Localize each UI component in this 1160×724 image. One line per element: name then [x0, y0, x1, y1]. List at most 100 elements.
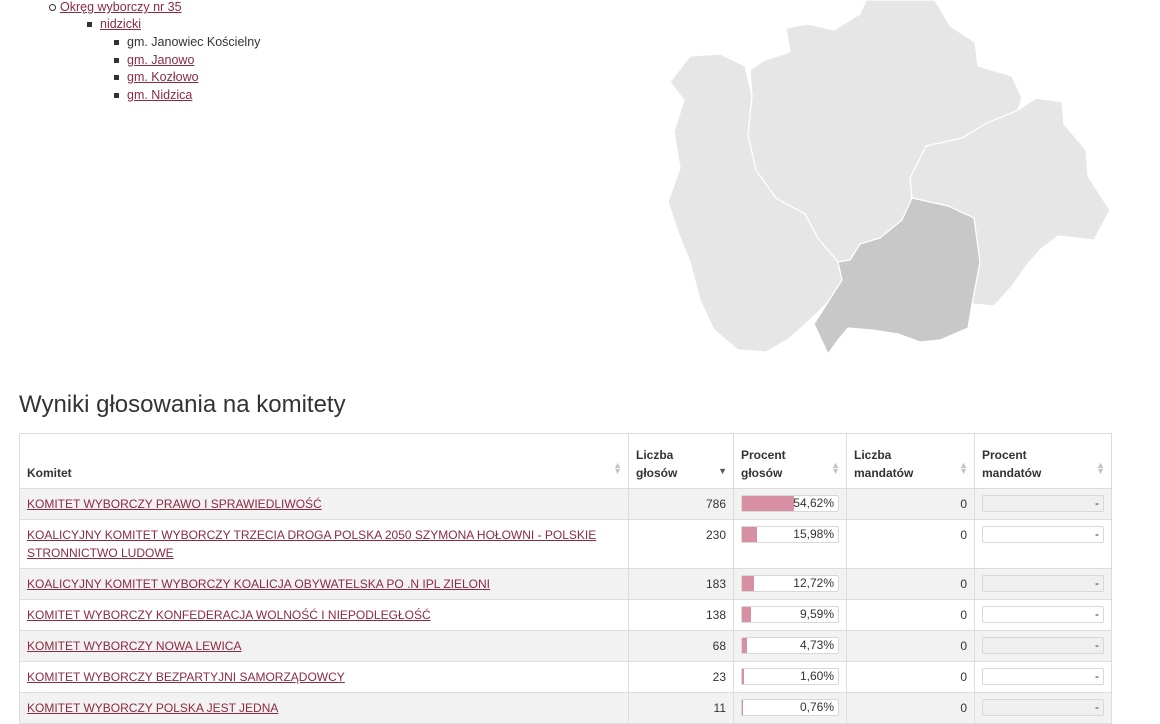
header-votes[interactable]: Liczba głosów ▼ — [628, 433, 734, 489]
cell-seats: 0 — [846, 568, 975, 600]
table-row: KOMITET WYBORCZY PRAWO I SPRAWIEDLIWOŚĆ 7… — [19, 488, 1112, 520]
vote-percent-bar: 54,62% — [741, 495, 839, 512]
vote-percent-fill — [742, 496, 795, 511]
vote-percent-fill — [742, 607, 752, 622]
commune-link-janowo[interactable]: gm. Janowo — [127, 53, 195, 67]
cell-seats: 0 — [846, 630, 975, 662]
sort-icon: ▲ ▼ — [613, 460, 622, 476]
vote-percent-label: 15,98% — [793, 527, 834, 541]
cell-votes: 183 — [628, 568, 734, 600]
committee-link[interactable]: KOMITET WYBORCZY BEZPARTYJNI SAMORZĄDOWC… — [27, 670, 345, 684]
cell-seat-percent: - — [974, 599, 1112, 631]
cell-seat-percent: - — [974, 488, 1112, 520]
table-row: KOALICYJNY KOMITET WYBORCZY TRZECIA DROG… — [19, 519, 1112, 569]
vote-percent-bar: 9,59% — [741, 606, 839, 623]
committee-link[interactable]: KOMITET WYBORCZY KONFEDERACJA WOLNOŚĆ I … — [27, 608, 431, 622]
seat-percent-bar: - — [982, 699, 1104, 716]
cell-votes: 11 — [628, 692, 734, 724]
header-label: Liczba — [636, 448, 674, 462]
sort-icon: ▲ ▼ — [1096, 460, 1105, 476]
vote-percent-bar: 0,76% — [741, 699, 839, 716]
vote-percent-fill — [742, 638, 747, 653]
commune-item: gm. Janowiec Kościelny — [113, 34, 260, 52]
cell-vote-percent: 1,60% — [733, 661, 847, 693]
vote-percent-bar: 15,98% — [741, 526, 839, 543]
table-row: KOMITET WYBORCZY BEZPARTYJNI SAMORZĄDOWC… — [19, 661, 1112, 693]
cell-committee: KOMITET WYBORCZY POLSKA JEST JEDNA — [19, 692, 629, 724]
vote-percent-bar: 4,73% — [741, 637, 839, 654]
seat-percent-label: - — [1095, 638, 1099, 652]
committee-link[interactable]: KOMITET WYBORCZY POLSKA JEST JEDNA — [27, 701, 279, 715]
header-label: głosów — [636, 466, 678, 480]
district-link[interactable]: Okręg wyborczy nr 35 — [49, 0, 182, 17]
county-link[interactable]: nidzicki — [87, 16, 141, 34]
cell-committee: KOMITET WYBORCZY PRAWO I SPRAWIEDLIWOŚĆ — [19, 488, 629, 520]
header-committee[interactable]: Komitet ▲ ▼ — [19, 433, 629, 489]
sort-icon: ▲ ▼ — [831, 460, 840, 476]
cell-seat-percent: - — [974, 568, 1112, 600]
cell-votes: 23 — [628, 661, 734, 693]
committee-link[interactable]: KOALICYJNY KOMITET WYBORCZY TRZECIA DROG… — [27, 528, 597, 560]
vote-percent-label: 54,62% — [793, 496, 834, 510]
header-seat-percent[interactable]: Procent mandatów ▲ ▼ — [974, 433, 1112, 489]
header-seats[interactable]: Liczba mandatów ▲ ▼ — [846, 433, 975, 489]
header-label: głosów — [741, 466, 783, 480]
header-label: Procent — [741, 448, 786, 462]
cell-vote-percent: 15,98% — [733, 519, 847, 569]
cell-seat-percent: - — [974, 519, 1112, 569]
vote-percent-label: 12,72% — [793, 576, 834, 590]
cell-committee: KOMITET WYBORCZY BEZPARTYJNI SAMORZĄDOWC… — [19, 661, 629, 693]
seat-percent-bar: - — [982, 495, 1104, 512]
header-label: Komitet — [27, 466, 72, 480]
vote-percent-fill — [742, 576, 755, 591]
vote-percent-bar: 1,60% — [741, 668, 839, 685]
vote-percent-fill — [742, 527, 758, 542]
seat-percent-bar: - — [982, 668, 1104, 685]
seat-percent-bar: - — [982, 575, 1104, 592]
cell-committee: KOMITET WYBORCZY KONFEDERACJA WOLNOŚĆ I … — [19, 599, 629, 631]
seat-percent-label: - — [1095, 527, 1099, 541]
header-label: mandatów — [854, 466, 914, 480]
committee-link[interactable]: KOMITET WYBORCZY NOWA LEWICA — [27, 639, 242, 653]
seat-percent-label: - — [1095, 576, 1099, 590]
cell-seat-percent: - — [974, 692, 1112, 724]
seat-percent-label: - — [1095, 669, 1099, 683]
cell-seats: 0 — [846, 661, 975, 693]
cell-seats: 0 — [846, 692, 975, 724]
committee-link[interactable]: KOALICYJNY KOMITET WYBORCZY KOALICJA OBY… — [27, 577, 491, 591]
cell-votes: 138 — [628, 599, 734, 631]
map-region-east[interactable] — [909, 97, 1111, 307]
commune-link-nidzica[interactable]: gm. Nidzica — [127, 88, 193, 102]
header-label: mandatów — [982, 466, 1042, 480]
seat-percent-label: - — [1095, 607, 1099, 621]
commune-item: gm. Kozłowo — [114, 69, 199, 87]
seat-percent-bar: - — [982, 526, 1104, 543]
map-region-selected[interactable] — [813, 197, 981, 356]
seat-percent-bar: - — [982, 637, 1104, 654]
cell-seat-percent: - — [974, 661, 1112, 693]
cell-vote-percent: 54,62% — [733, 488, 847, 520]
cell-votes: 68 — [628, 630, 734, 662]
commune-item: gm. Nidzica — [113, 87, 193, 105]
committee-link[interactable]: KOMITET WYBORCZY PRAWO I SPRAWIEDLIWOŚĆ — [27, 497, 322, 511]
commune-link-kozlowo[interactable]: gm. Kozłowo — [127, 70, 199, 84]
table-header-row: Komitet ▲ ▼ Liczba głosów ▼ Procent głosó… — [19, 433, 1112, 489]
header-vote-percent[interactable]: Procent głosów ▲ ▼ — [733, 433, 847, 489]
sort-desc-icon: ▼ — [718, 466, 727, 476]
cell-vote-percent: 0,76% — [733, 692, 847, 724]
cell-seats: 0 — [846, 519, 975, 569]
table-row: KOMITET WYBORCZY POLSKA JEST JEDNA 11 0,76… — [19, 692, 1112, 724]
vote-percent-label: 4,73% — [799, 638, 834, 652]
vote-percent-bar: 12,72% — [741, 575, 839, 592]
header-label: Procent — [982, 448, 1027, 462]
cell-committee: KOALICYJNY KOMITET WYBORCZY TRZECIA DROG… — [19, 519, 629, 569]
cell-votes: 786 — [628, 488, 734, 520]
cell-committee: KOALICYJNY KOMITET WYBORCZY KOALICJA OBY… — [19, 568, 629, 600]
seat-percent-label: - — [1095, 496, 1099, 510]
results-table: Komitet ▲ ▼ Liczba głosów ▼ Procent głosó… — [19, 433, 1112, 724]
seat-percent-bar: - — [982, 606, 1104, 623]
cell-vote-percent: 12,72% — [733, 568, 847, 600]
seat-percent-label: - — [1095, 700, 1099, 714]
table-row: KOMITET WYBORCZY KONFEDERACJA WOLNOŚĆ I … — [19, 599, 1112, 631]
section-title: Wyniki głosowania na komitety — [19, 391, 346, 418]
